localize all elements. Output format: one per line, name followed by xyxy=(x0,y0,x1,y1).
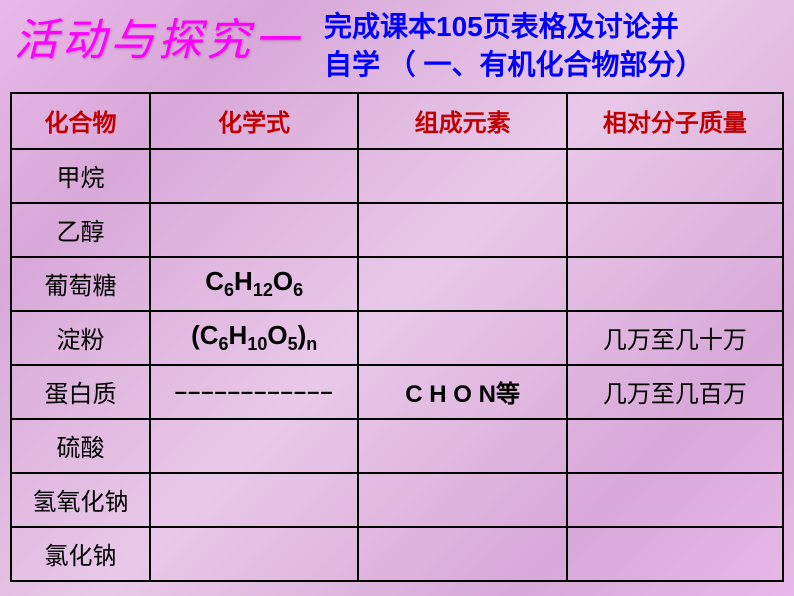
subtitle-line2: 自学 （ 一、有机化合物部分） xyxy=(324,46,704,84)
cell-mass: 几万至几百万 xyxy=(567,365,783,419)
header-compound: 化合物 xyxy=(11,93,150,149)
cell-formula xyxy=(150,419,358,473)
header: 活动与探究一 完成课本105页表格及讨论并 自学 （ 一、有机化合物部分） xyxy=(0,0,794,92)
cell-compound: 硫酸 xyxy=(11,419,150,473)
table-row: 蛋白质––––––––––––C H O N等几万至几百万 xyxy=(11,365,783,419)
subtitle-line1: 完成课本105页表格及讨论并 xyxy=(324,8,704,46)
compound-table: 化合物 化学式 组成元素 相对分子质量 甲烷乙醇葡萄糖C6H12O6淀粉(C6H… xyxy=(10,92,784,582)
cell-mass: 几万至几十万 xyxy=(567,311,783,365)
cell-elements xyxy=(358,311,566,365)
cell-formula xyxy=(150,203,358,257)
cell-compound: 甲烷 xyxy=(11,149,150,203)
table-row: 甲烷 xyxy=(11,149,783,203)
cell-mass xyxy=(567,473,783,527)
cell-formula: C6H12O6 xyxy=(150,257,358,311)
table-container: 化合物 化学式 组成元素 相对分子质量 甲烷乙醇葡萄糖C6H12O6淀粉(C6H… xyxy=(0,92,794,592)
cell-elements: C H O N等 xyxy=(358,365,566,419)
table-row: 淀粉(C6H10O5)n 几万至几十万 xyxy=(11,311,783,365)
header-formula: 化学式 xyxy=(150,93,358,149)
cell-mass xyxy=(567,527,783,581)
cell-mass xyxy=(567,149,783,203)
cell-compound: 氢氧化钠 xyxy=(11,473,150,527)
cell-compound: 葡萄糖 xyxy=(11,257,150,311)
cell-mass xyxy=(567,419,783,473)
table-row: 硫酸 xyxy=(11,419,783,473)
cell-elements xyxy=(358,203,566,257)
table-row: 氢氧化钠 xyxy=(11,473,783,527)
cell-elements xyxy=(358,527,566,581)
cell-compound: 氯化钠 xyxy=(11,527,150,581)
table-row: 氯化钠 xyxy=(11,527,783,581)
cell-elements xyxy=(358,257,566,311)
cell-formula xyxy=(150,149,358,203)
header-elements: 组成元素 xyxy=(358,93,566,149)
cell-formula xyxy=(150,473,358,527)
cell-elements xyxy=(358,419,566,473)
cell-elements xyxy=(358,149,566,203)
cell-compound: 淀粉 xyxy=(11,311,150,365)
title-script: 活动与探究一 xyxy=(10,10,302,72)
cell-compound: 乙醇 xyxy=(11,203,150,257)
cell-formula: (C6H10O5)n xyxy=(150,311,358,365)
table-header-row: 化合物 化学式 组成元素 相对分子质量 xyxy=(11,93,783,149)
cell-formula: –––––––––––– xyxy=(150,365,358,419)
table-row: 乙醇 xyxy=(11,203,783,257)
subtitle: 完成课本105页表格及讨论并 自学 （ 一、有机化合物部分） xyxy=(324,8,704,84)
cell-mass xyxy=(567,257,783,311)
cell-elements xyxy=(358,473,566,527)
cell-compound: 蛋白质 xyxy=(11,365,150,419)
table-row: 葡萄糖C6H12O6 xyxy=(11,257,783,311)
cell-formula xyxy=(150,527,358,581)
cell-mass xyxy=(567,203,783,257)
header-mass: 相对分子质量 xyxy=(567,93,783,149)
